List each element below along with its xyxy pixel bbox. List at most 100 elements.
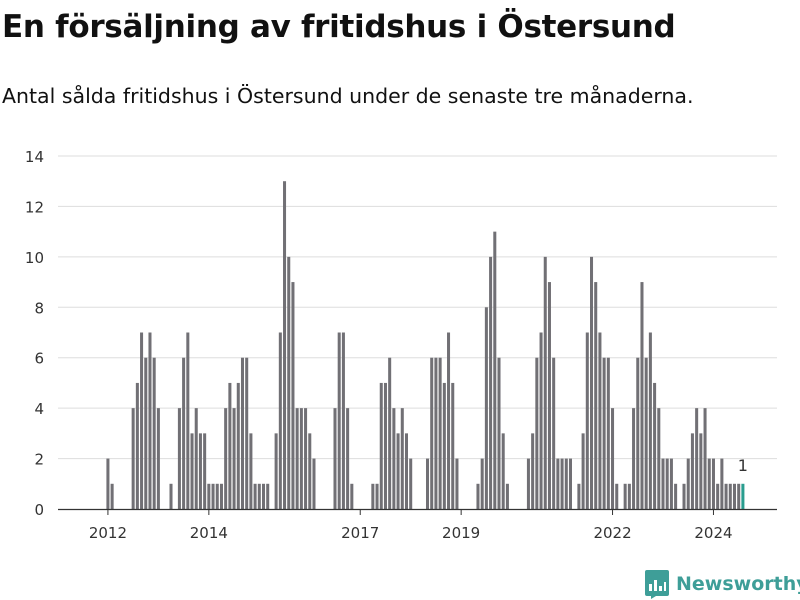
bar: [203, 433, 207, 509]
bar: [371, 483, 375, 509]
bar: [106, 458, 110, 509]
bar: [552, 357, 556, 509]
bar: [505, 483, 509, 509]
chart-subtitle: Antal sålda fritidshus i Östersund under…: [2, 84, 694, 108]
bar: [724, 483, 728, 509]
bar: [148, 332, 152, 509]
bar: [686, 458, 690, 509]
bar: [438, 357, 442, 509]
bar: [451, 382, 455, 509]
bar: [110, 483, 114, 509]
bar: [539, 332, 543, 509]
x-tick-label: 2019: [442, 524, 480, 542]
bars: [106, 181, 745, 509]
bar: [560, 458, 564, 509]
bar: [674, 483, 678, 509]
bar: [299, 408, 303, 509]
bar: [623, 483, 627, 509]
bar: [531, 433, 535, 509]
bar: [140, 332, 144, 509]
bar: [732, 483, 736, 509]
x-tick-label: 2024: [694, 524, 732, 542]
bar: [182, 357, 186, 509]
bar: [615, 483, 619, 509]
bar: [295, 408, 299, 509]
x-tick-label: 2022: [593, 524, 631, 542]
x-tick-label: 2012: [89, 524, 127, 542]
bar: [152, 357, 156, 509]
bar: [341, 332, 345, 509]
bar: [447, 332, 451, 509]
bar: [131, 408, 135, 509]
bar: [716, 483, 720, 509]
x-axis-ticks: 2012 2014 2017 2019 2022 2024: [89, 509, 733, 542]
bar: [379, 382, 383, 509]
bar: [426, 458, 430, 509]
bar: [346, 408, 350, 509]
bar: [690, 433, 694, 509]
bar: [493, 231, 497, 509]
annotations: 1: [738, 456, 748, 475]
bar: [606, 357, 610, 509]
bar: [392, 408, 396, 509]
bar: [711, 458, 715, 509]
y-tick-label: 4: [34, 400, 44, 418]
bar: [198, 433, 202, 509]
bar-chart: 0 2 4 6 8 10 12 14 2012 2014 2017 2019 2022 2024 1: [25, 148, 777, 542]
bar: [669, 458, 673, 509]
y-tick-label: 10: [25, 249, 44, 267]
y-tick-label: 6: [34, 350, 44, 368]
bar: [215, 483, 219, 509]
bar: [337, 332, 341, 509]
bar: [177, 408, 181, 509]
bar: [144, 357, 148, 509]
x-tick-label: 2017: [341, 524, 379, 542]
bar: [535, 357, 539, 509]
bar: [547, 282, 551, 509]
newsworthy-logo-icon: [645, 569, 669, 599]
bar: [283, 181, 287, 509]
bar: [585, 332, 589, 509]
bar: [400, 408, 404, 509]
bar: [219, 483, 223, 509]
bar-highlighted: [741, 483, 745, 509]
bar: [526, 458, 530, 509]
bar: [442, 382, 446, 509]
bar: [194, 408, 198, 509]
bar: [253, 483, 257, 509]
bar: [190, 433, 194, 509]
bar: [598, 332, 602, 509]
bar: [388, 357, 392, 509]
bar: [409, 458, 413, 509]
bar: [648, 332, 652, 509]
bar: [682, 483, 686, 509]
bar: [611, 408, 615, 509]
bar: [632, 408, 636, 509]
bar: [657, 408, 661, 509]
bar: [699, 433, 703, 509]
bar: [257, 483, 261, 509]
bar: [636, 357, 640, 509]
bar: [728, 483, 732, 509]
bar: [501, 433, 505, 509]
bar: [703, 408, 707, 509]
bar: [720, 458, 724, 509]
brand-logo: Newsworthy: [645, 568, 800, 600]
brand-name: Newsworthy: [676, 573, 800, 595]
bar: [245, 357, 249, 509]
bar: [211, 483, 215, 509]
bar: [186, 332, 190, 509]
bar: [590, 256, 594, 509]
bar: [262, 483, 266, 509]
y-tick-label: 2: [34, 451, 44, 469]
bar: [304, 408, 308, 509]
bar: [434, 357, 438, 509]
bar: [308, 433, 312, 509]
bar: [430, 357, 434, 509]
bar: [653, 382, 657, 509]
bar: [594, 282, 598, 509]
y-tick-label: 8: [34, 299, 44, 317]
bar: [396, 433, 400, 509]
chart-title: En försäljning av fritidshus i Östersund: [2, 9, 676, 45]
bar: [169, 483, 173, 509]
